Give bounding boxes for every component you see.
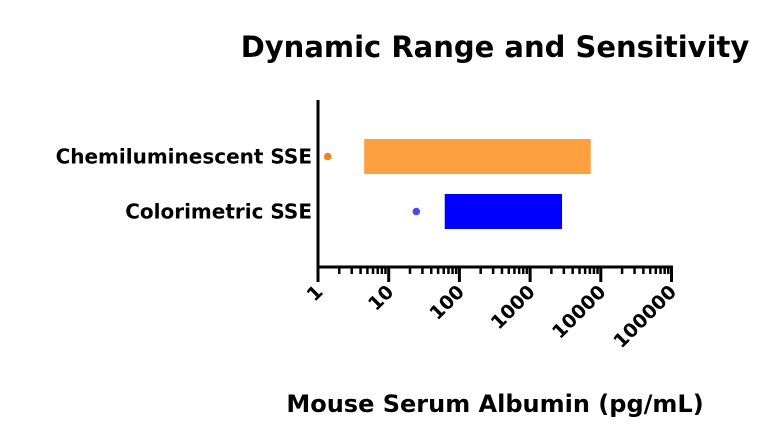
range-bar <box>444 194 563 229</box>
x-tick-label: 10 <box>364 281 398 315</box>
y-category-label: Chemiluminescent SSE <box>56 145 312 169</box>
x-tick-label: 10000 <box>548 281 610 343</box>
sensitivity-point <box>412 207 421 216</box>
chart-title: Dynamic Range and Sensitivity <box>241 30 750 64</box>
x-tick-label: 1000 <box>487 281 540 334</box>
sensitivity-point <box>323 152 332 161</box>
x-tick-label: 1 <box>303 281 328 306</box>
plot-area: 1 10 100 1000 10000 100000 Chemiluminescent SS… <box>56 100 681 353</box>
y-category-label: Colorimetric SSE <box>125 200 312 224</box>
x-tick-label: 100000 <box>609 281 681 353</box>
x-axis-label: Mouse Serum Albumin (pg/mL) <box>286 390 703 418</box>
x-tick-label: 100 <box>425 281 469 325</box>
range-bar <box>364 139 591 174</box>
